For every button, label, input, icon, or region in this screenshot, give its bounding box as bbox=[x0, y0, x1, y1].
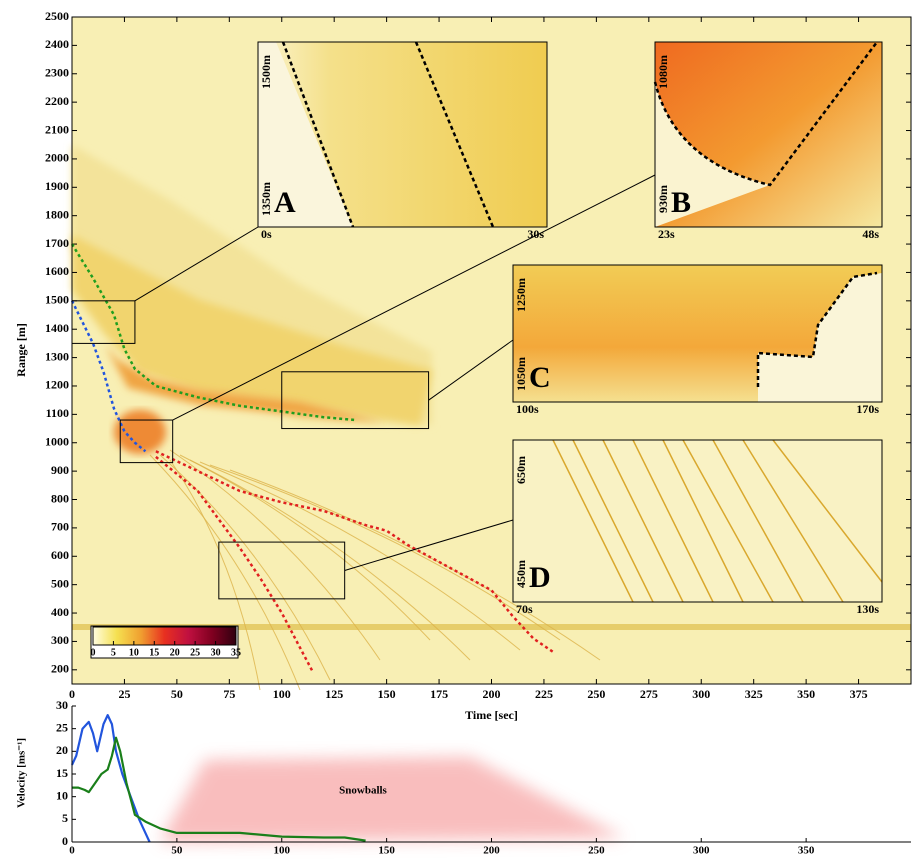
x-tick-label: 75 bbox=[223, 687, 235, 701]
y-tick-label: 2500 bbox=[45, 9, 69, 23]
inset-y-label: 650m bbox=[514, 456, 528, 484]
annotation: Snowballs bbox=[339, 785, 387, 797]
colorbar-tick-label: 0 bbox=[91, 647, 96, 658]
y-tick-label: 5 bbox=[62, 811, 68, 825]
inset-letter: B bbox=[671, 186, 691, 219]
figure: 2003004005006007008009001000110012001300… bbox=[0, 0, 912, 860]
x-tick-label: 175 bbox=[430, 687, 448, 701]
y-tick-label: 30 bbox=[56, 698, 68, 712]
x-tick-label: 250 bbox=[588, 845, 605, 857]
x-tick-label: 200 bbox=[483, 687, 501, 701]
inset-letter: A bbox=[274, 186, 296, 219]
inset: D 650m 450m 70s 130s bbox=[513, 440, 882, 616]
inset-y-label: 1350m bbox=[259, 182, 273, 216]
y-tick-label: 2200 bbox=[45, 94, 69, 108]
colorbar-tick-label: 20 bbox=[170, 647, 180, 658]
y-tick-label: 1400 bbox=[45, 321, 69, 335]
y-tick-label: 1000 bbox=[45, 434, 69, 448]
y-tick-label: 900 bbox=[51, 463, 69, 477]
x-tick-label: 0 bbox=[69, 845, 75, 857]
y-tick-label: 0 bbox=[62, 834, 68, 848]
x-tick-label: 50 bbox=[171, 845, 183, 857]
y-tick-label: 20 bbox=[56, 743, 68, 757]
y-tick-label: 300 bbox=[51, 633, 69, 647]
x-tick-label: 350 bbox=[797, 687, 815, 701]
y-tick-label: 2300 bbox=[45, 66, 69, 80]
y-tick-label: 2400 bbox=[45, 37, 69, 51]
inset-letter: D bbox=[529, 561, 551, 594]
y-axis-label: Velocity [ms⁻¹] bbox=[16, 738, 28, 808]
x-tick-label: 25 bbox=[118, 687, 130, 701]
y-tick-label: 1100 bbox=[46, 406, 69, 420]
x-tick-label: 200 bbox=[483, 845, 500, 857]
colorbar bbox=[93, 627, 236, 645]
y-tick-label: 500 bbox=[51, 576, 69, 590]
x-tick-label: 125 bbox=[325, 687, 343, 701]
inset: C 1250m 1050m 100s 170s bbox=[513, 265, 882, 416]
x-tick-label: 350 bbox=[798, 845, 815, 857]
y-axis-label: Range [m] bbox=[14, 323, 28, 377]
inset-y-label: 1080m bbox=[656, 55, 670, 89]
x-tick-label: 100 bbox=[273, 687, 291, 701]
y-tick-label: 2100 bbox=[45, 122, 69, 136]
y-tick-label: 400 bbox=[51, 605, 69, 619]
y-tick-label: 25 bbox=[56, 720, 68, 734]
x-axis-label: Time [sec] bbox=[465, 708, 518, 722]
x-tick-label: 225 bbox=[535, 687, 553, 701]
y-tick-label: 800 bbox=[51, 491, 69, 505]
inset-x-label: 130s bbox=[856, 602, 879, 616]
inset-x-label: 70s bbox=[516, 602, 533, 616]
inset-x-label: 23s bbox=[658, 227, 675, 241]
y-tick-label: 700 bbox=[51, 520, 69, 534]
x-tick-label: 250 bbox=[587, 687, 605, 701]
x-tick-label: 150 bbox=[378, 845, 395, 857]
inset-x-label: 170s bbox=[856, 402, 879, 416]
inset-y-label: 1050m bbox=[514, 357, 528, 391]
x-tick-label: 300 bbox=[693, 845, 710, 857]
inset-y-label: 1250m bbox=[514, 278, 528, 312]
y-tick-label: 1500 bbox=[45, 293, 69, 307]
x-tick-label: 100 bbox=[274, 845, 291, 857]
y-tick-label: 600 bbox=[51, 548, 69, 562]
y-tick-label: 1300 bbox=[45, 349, 69, 363]
y-tick-label: 2000 bbox=[45, 151, 69, 165]
inset-y-label: 450m bbox=[514, 560, 528, 588]
inset-letter: C bbox=[529, 361, 551, 394]
y-tick-label: 200 bbox=[51, 662, 69, 676]
y-tick-label: 1600 bbox=[45, 264, 69, 278]
x-tick-label: 275 bbox=[640, 687, 658, 701]
inset-x-label: 0s bbox=[261, 227, 272, 241]
colorbar-tick-label: 25 bbox=[190, 647, 200, 658]
y-tick-label: 15 bbox=[56, 766, 68, 780]
inset: B 1080m 930m 23s 48s bbox=[655, 42, 882, 241]
colorbar-tick-label: 10 bbox=[129, 647, 139, 658]
x-tick-label: 375 bbox=[850, 687, 868, 701]
inset-background bbox=[513, 440, 882, 602]
y-tick-label: 1800 bbox=[45, 207, 69, 221]
inset-y-label: 930m bbox=[656, 185, 670, 213]
x-tick-label: 150 bbox=[378, 687, 396, 701]
y-tick-label: 1200 bbox=[45, 378, 69, 392]
snowball-zone bbox=[160, 757, 625, 842]
colorbar-tick-label: 30 bbox=[211, 647, 221, 658]
x-tick-label: 325 bbox=[745, 687, 763, 701]
inset-y-label: 1500m bbox=[259, 55, 273, 89]
x-tick-label: 50 bbox=[171, 687, 183, 701]
y-tick-label: 10 bbox=[56, 788, 68, 802]
colorbar-tick-label: 15 bbox=[149, 647, 159, 658]
y-tick-label: 1900 bbox=[45, 179, 69, 193]
x-tick-label: 0 bbox=[69, 687, 75, 701]
colorbar-tick-label: 5 bbox=[111, 647, 116, 658]
x-tick-label: 300 bbox=[692, 687, 710, 701]
velocity-line bbox=[72, 715, 150, 842]
inset-x-label: 48s bbox=[862, 227, 879, 241]
inset-x-label: 100s bbox=[516, 402, 539, 416]
y-tick-label: 1700 bbox=[45, 236, 69, 250]
colorbar-tick-label: 35 bbox=[231, 647, 241, 658]
